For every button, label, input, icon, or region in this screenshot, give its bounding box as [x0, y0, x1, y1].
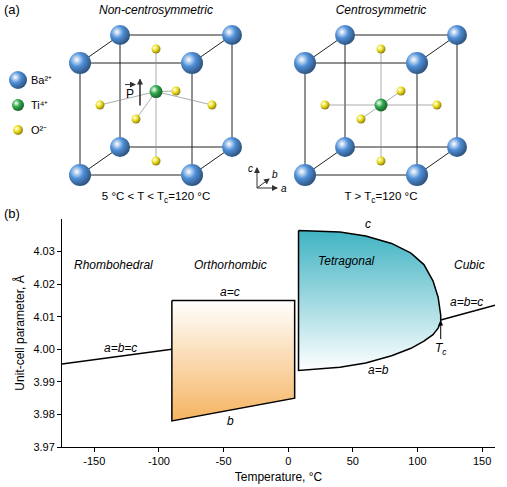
svg-text:3.97: 3.97	[33, 441, 54, 453]
svg-text:Ba²⁺: Ba²⁺	[31, 74, 52, 86]
svg-text:-100: -100	[148, 455, 170, 467]
svg-text:b: b	[272, 169, 278, 180]
svg-text:5 °C < T < Tc=120 °C: 5 °C < T < Tc=120 °C	[102, 190, 210, 205]
svg-text:4.02: 4.02	[33, 278, 54, 290]
svg-text:-150: -150	[83, 455, 105, 467]
svg-text:a=b=c: a=b=c	[104, 341, 137, 355]
svg-text:Temperature, °C: Temperature, °C	[235, 470, 323, 484]
svg-text:c: c	[248, 163, 253, 174]
svg-text:4.00: 4.00	[33, 343, 54, 355]
svg-text:100: 100	[408, 455, 426, 467]
svg-text:c: c	[365, 217, 371, 231]
svg-text:Tetragonal: Tetragonal	[318, 254, 375, 268]
svg-text:3.98: 3.98	[33, 408, 54, 420]
svg-text:Cubic: Cubic	[454, 258, 485, 272]
svg-text:Non-centrosymmetric: Non-centrosymmetric	[99, 3, 213, 17]
svg-text:T​c​: T​c​	[435, 341, 447, 357]
svg-text:a=c: a=c	[220, 285, 240, 299]
svg-text:O²⁻: O²⁻	[31, 124, 47, 136]
svg-text:Orthorhombic: Orthorhombic	[194, 258, 267, 272]
svg-text:a=b: a=b	[368, 363, 389, 377]
svg-text:3.99: 3.99	[33, 376, 54, 388]
svg-text:Unit-cell parameter, Å: Unit-cell parameter, Å	[12, 275, 27, 390]
svg-text:Centrosymmetric: Centrosymmetric	[336, 3, 427, 17]
svg-text:150: 150	[473, 455, 491, 467]
svg-text:-50: -50	[216, 455, 232, 467]
svg-text:P: P	[126, 87, 134, 101]
svg-text:b: b	[227, 414, 234, 428]
html-text:(b): (b)	[4, 206, 20, 221]
svg-text:T > Tc=120 °C: T > Tc=120 °C	[344, 190, 417, 205]
svg-text:0: 0	[285, 455, 291, 467]
svg-text:50: 50	[347, 455, 359, 467]
svg-text:(a): (a)	[4, 2, 20, 17]
svg-text:4.01: 4.01	[33, 311, 54, 323]
svg-text:a=b=c: a=b=c	[450, 295, 483, 309]
svg-text:Rhombohedral: Rhombohedral	[74, 258, 153, 272]
svg-text:4.03: 4.03	[33, 245, 54, 257]
svg-text:Ti⁴⁺: Ti⁴⁺	[31, 99, 48, 111]
svg-text:a: a	[281, 183, 287, 194]
